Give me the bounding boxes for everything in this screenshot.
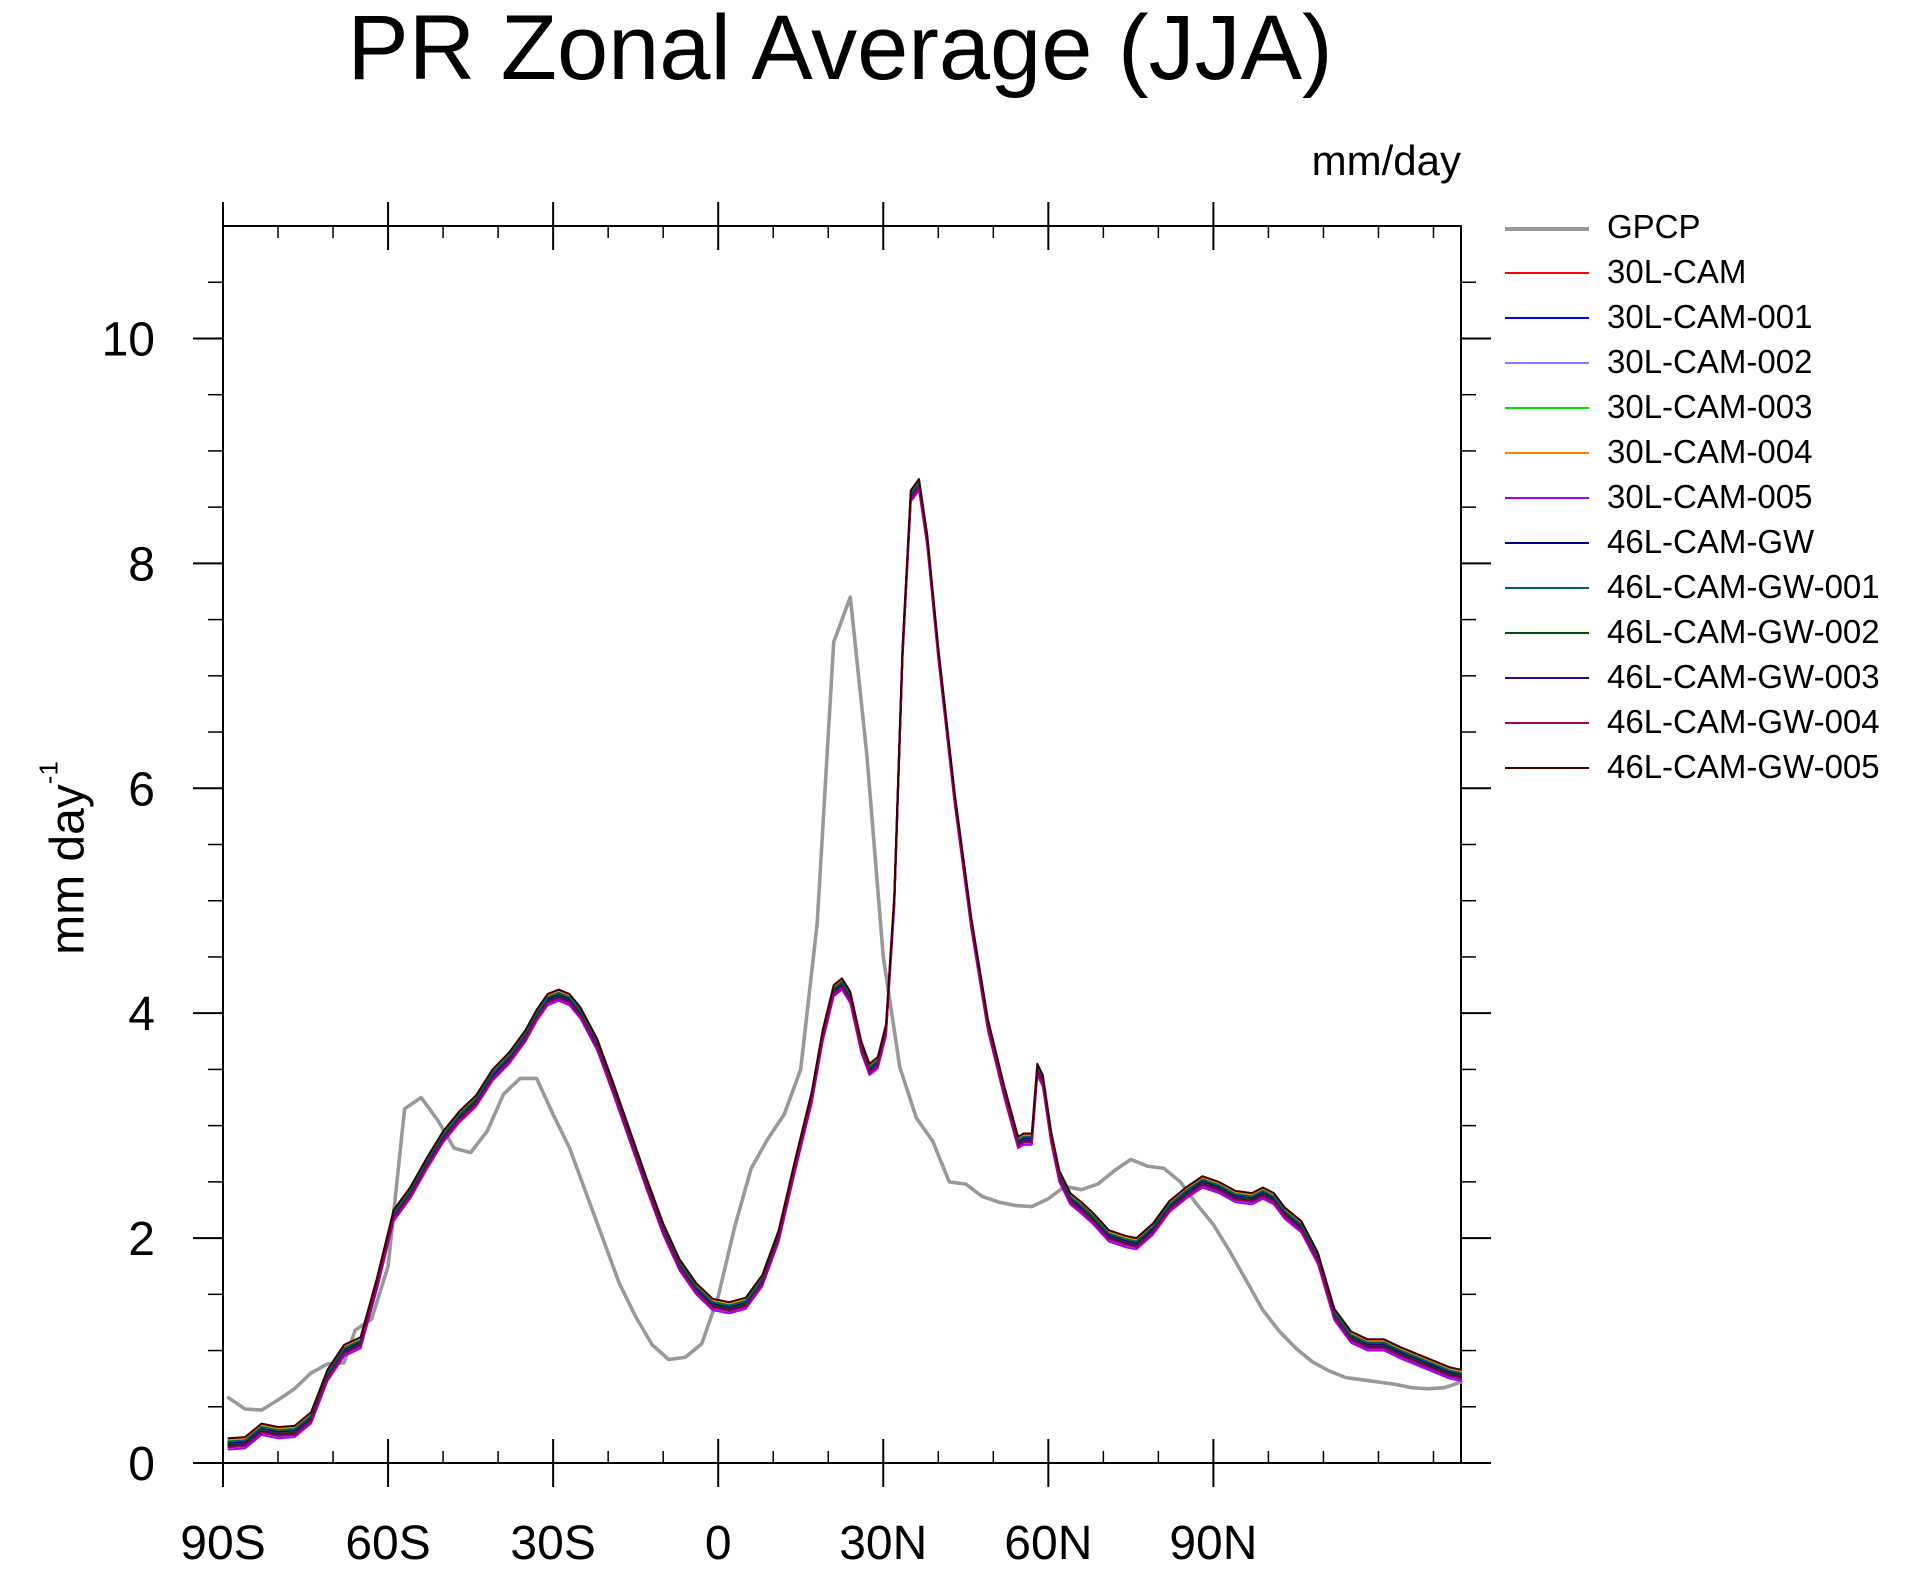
series-line-30l-cam-001 [227,481,1462,1443]
plot-frame [222,225,1462,1464]
legend-item-30l-cam-002: 30L-CAM-002 [1505,341,1905,386]
y-tick-label: 0 [128,1438,155,1491]
legend-swatch [1505,497,1589,499]
chart-title: PR Zonal Average (JJA) [347,0,1333,99]
legend-item-46l-cam-gw-002: 46L-CAM-GW-002 [1505,611,1905,656]
legend-item-46l-cam-gw-001: 46L-CAM-GW-001 [1505,566,1905,611]
legend-item-gpcp: GPCP [1505,206,1905,251]
legend-swatch [1505,632,1589,634]
legend-label: 46L-CAM-GW-005 [1607,748,1880,785]
legend-swatch [1505,677,1589,679]
series-line-46l-cam-gw-001 [227,481,1462,1443]
legend-swatch [1505,767,1589,769]
legend-swatch [1505,722,1589,724]
legend-swatch [1505,272,1589,274]
units-label: mm/day [1311,137,1461,184]
series-layer [226,478,1463,1451]
legend-item-30l-cam-001: 30L-CAM-001 [1505,296,1905,341]
axis-ticks [193,202,1491,1487]
legend-item-30l-cam-004: 30L-CAM-004 [1505,431,1905,476]
series-line-46l-cam-gw-004 [227,487,1462,1449]
legend-swatch [1505,452,1589,454]
y-tick-label: 8 [128,538,155,591]
legend-label: 30L-CAM-002 [1607,343,1813,380]
x-tick-label: 30S [510,1517,595,1570]
legend-label: 46L-CAM-GW-001 [1607,568,1880,605]
x-tick-label: 30N [839,1517,927,1570]
legend-item-46l-cam-gw-004: 46L-CAM-GW-004 [1505,701,1905,746]
series-line-30l-cam-003 [227,480,1462,1442]
legend-item-46l-cam-gw-005: 46L-CAM-GW-005 [1505,746,1905,791]
series-line-30l-cam [227,483,1462,1445]
x-tick-label: 0 [705,1517,732,1570]
legend-item-46l-cam-gw-003: 46L-CAM-GW-003 [1505,656,1905,701]
legend-label: 30L-CAM-004 [1607,433,1813,470]
legend-item-30l-cam-005: 30L-CAM-005 [1505,476,1905,521]
legend-swatch [1505,317,1589,319]
legend-label: GPCP [1607,208,1701,245]
legend-swatch [1505,542,1589,544]
series-line-46l-cam-gw [227,482,1462,1444]
legend-label: 30L-CAM-001 [1607,298,1813,335]
series-line-30l-cam-005 [227,489,1462,1451]
legend-swatch [1505,362,1589,364]
x-tick-label: 60N [1004,1517,1092,1570]
legend-label: 30L-CAM [1607,253,1747,290]
legend-label: 46L-CAM-GW-003 [1607,658,1880,695]
legend-label: 46L-CAM-GW [1607,523,1815,560]
y-tick-label: 6 [128,763,155,816]
y-tick-label: 4 [128,988,155,1041]
series-line-46l-cam-gw-003 [227,485,1462,1448]
legend-item-46l-cam-gw: 46L-CAM-GW [1505,521,1905,566]
legend-item-30l-cam-003: 30L-CAM-003 [1505,386,1905,431]
x-tick-label: 90N [1169,1517,1257,1570]
legend-swatch [1505,407,1589,409]
series-line-46l-cam-gw-002 [227,484,1462,1446]
series-line-gpcp [226,595,1463,1412]
series-line-30l-cam-004 [227,479,1462,1441]
y-tick-label: 10 [102,313,155,366]
axis-tick-labels: 90S 60S 30S 0 30N 60N 90N 0 2 4 6 8 10 [102,313,1258,1570]
x-tick-label: 60S [345,1517,430,1570]
series-line-46l-cam-gw-005 [227,478,1462,1440]
legend: GPCP 30L-CAM 30L-CAM-001 30L-CAM-002 30L-CAM… [1505,206,1905,791]
legend-label: 46L-CAM-GW-002 [1607,613,1880,650]
series-line-30l-cam-002 [227,487,1462,1449]
legend-item-30l-cam: 30L-CAM [1505,251,1905,296]
legend-label: 30L-CAM-003 [1607,388,1813,425]
legend-label: 30L-CAM-005 [1607,478,1813,515]
legend-label: 46L-CAM-GW-004 [1607,703,1880,740]
y-tick-label: 2 [128,1213,155,1266]
legend-swatch [1505,587,1589,589]
x-tick-label: 90S [180,1517,265,1570]
legend-swatch [1505,227,1589,231]
